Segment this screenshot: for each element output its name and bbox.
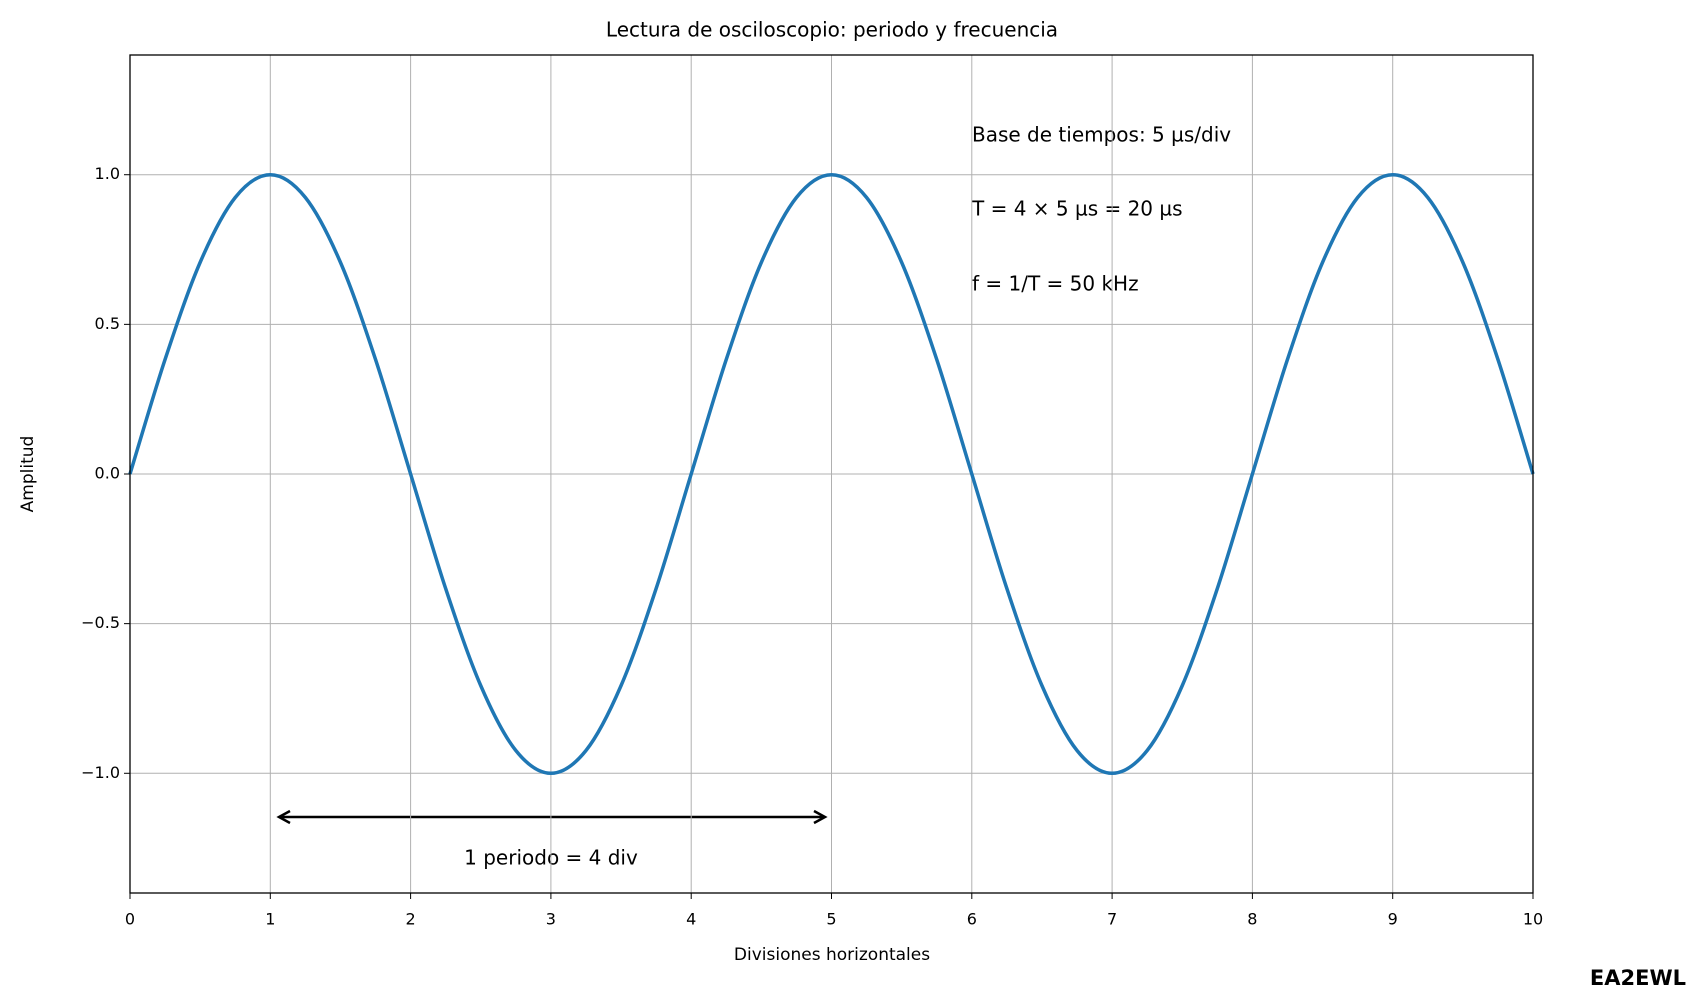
data-line: [128, 172, 1535, 776]
x-tick-label: 3: [546, 910, 556, 929]
x-tick-label: 10: [1523, 910, 1543, 929]
arrow-head: [276, 809, 291, 825]
annotation: f = 1/T = 50 kHz: [972, 272, 1139, 296]
x-tick-label: 8: [1247, 910, 1257, 929]
x-tick-label: 2: [406, 910, 416, 929]
plot-frame: [129, 54, 1534, 894]
x-tick-label: 7: [1107, 910, 1117, 929]
period-arrow: [276, 809, 828, 825]
x-tick-label: 4: [686, 910, 696, 929]
y-axis-label: Amplitud: [18, 436, 38, 513]
x-tick-label: 6: [967, 910, 977, 929]
x-axis-label: Divisiones horizontales: [734, 945, 930, 965]
y-tick-label: −1.0: [81, 763, 120, 782]
chart-title: Lectura de osciloscopio: periodo y frecu…: [606, 18, 1058, 42]
watermark: EA2EWL: [1590, 966, 1686, 990]
annotation: Base de tiempos: 5 µs/div: [972, 123, 1231, 147]
x-tick-label: 5: [826, 910, 836, 929]
y-tick-label: 0.0: [95, 464, 120, 483]
y-tick-label: 0.5: [95, 314, 120, 333]
x-tick-label: 9: [1388, 910, 1398, 929]
arrow-head: [813, 809, 828, 825]
annotation: T = 4 × 5 µs = 20 µs: [971, 197, 1183, 221]
y-tick-label: 1.0: [95, 164, 120, 183]
y-tick-label: −0.5: [81, 613, 120, 632]
x-tick-label: 1: [265, 910, 275, 929]
x-tick-label: 0: [125, 910, 135, 929]
